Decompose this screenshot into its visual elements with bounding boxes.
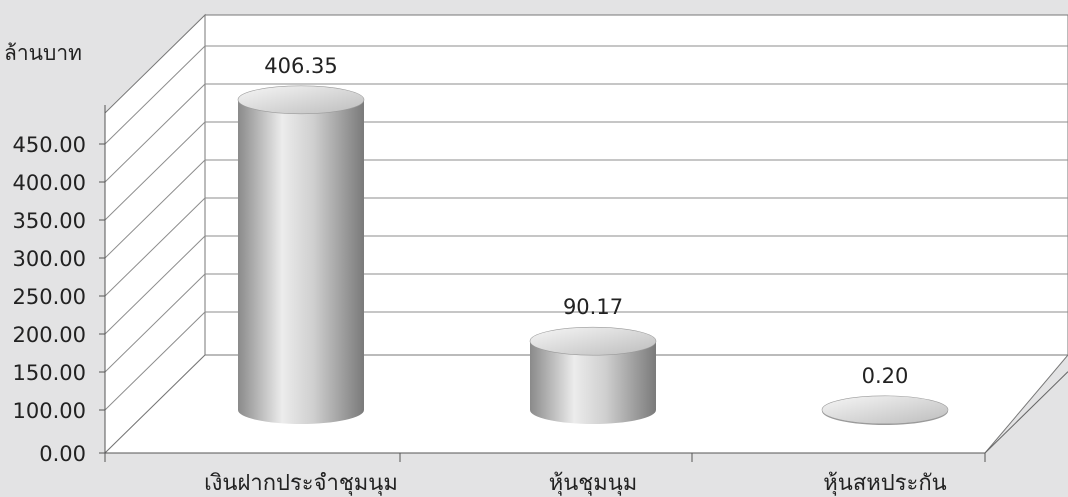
value-label: 406.35 xyxy=(264,54,337,78)
bar-3 xyxy=(821,395,949,425)
y-tick-label: 400.00 xyxy=(13,171,86,195)
side-gridline xyxy=(104,121,206,221)
bar-1 xyxy=(237,85,365,424)
side-gridline xyxy=(104,311,206,411)
y-tick-label: 0.00 xyxy=(39,442,86,466)
bars xyxy=(237,85,949,425)
y-axis xyxy=(99,105,986,462)
category-label: เงินฝากประจำชุมนุม xyxy=(204,471,398,496)
value-label: 90.17 xyxy=(563,295,623,319)
y-tick-label: 100.00 xyxy=(13,399,86,423)
bar-top xyxy=(529,326,657,356)
side-gridline xyxy=(104,235,206,335)
side-gridline xyxy=(104,83,206,183)
y-tick-labels: 0.00 100.00 150.00 200.00 250.00 300.00 350.00… xyxy=(13,133,86,466)
floor-right-edge xyxy=(984,371,1068,454)
y-tick-label: 250.00 xyxy=(13,285,86,309)
bar-body xyxy=(530,341,656,424)
y-tick-label: 350.00 xyxy=(13,209,86,233)
bar-body xyxy=(238,99,364,424)
y-tick-label: 150.00 xyxy=(13,361,86,385)
y-axis-unit-label: ล้านบาท xyxy=(4,41,82,65)
value-labels: 406.35 90.17 0.20 xyxy=(264,54,908,388)
y-tick-label: 200.00 xyxy=(13,323,86,347)
bar-2 xyxy=(529,326,657,424)
bar-top xyxy=(237,85,365,115)
y-tick-label: 300.00 xyxy=(13,247,86,271)
bar-top xyxy=(821,395,949,425)
value-label: 0.20 xyxy=(862,364,909,388)
category-label: หุ้นสหประกัน xyxy=(823,471,946,496)
category-label: หุ้นชุมนุม xyxy=(549,471,638,496)
side-gridline xyxy=(104,159,206,259)
y-tick-label: 450.00 xyxy=(13,133,86,157)
side-gridline xyxy=(104,197,206,297)
category-labels: เงินฝากประจำชุมนุม หุ้นชุมนุม หุ้นสหประกัน xyxy=(204,471,947,496)
side-gridline xyxy=(104,45,206,145)
side-gridline xyxy=(104,273,206,373)
